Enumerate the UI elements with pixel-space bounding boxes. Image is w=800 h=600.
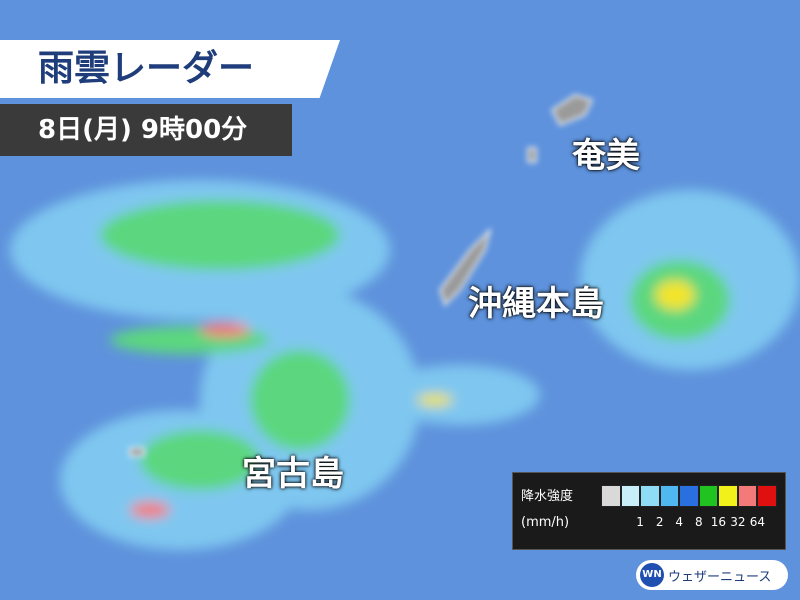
legend-tick: 1 xyxy=(636,515,644,529)
legend-tick: 16 xyxy=(710,515,726,529)
legend: 降水強度 (mm/h) 1 2 4 8 16 32 64 xyxy=(512,472,786,550)
brand: WN ウェザーニュース xyxy=(636,560,788,590)
place-label: 奄美 xyxy=(572,136,640,176)
legend-swatch xyxy=(640,485,660,507)
rain-area xyxy=(10,180,800,550)
brand-name: ウェザーニュース xyxy=(668,569,772,585)
place-label: 沖縄本島 xyxy=(468,284,604,324)
title: 雨雲レーダー xyxy=(0,40,340,98)
legend-tick: 8 xyxy=(694,515,703,529)
legend-swatch xyxy=(757,485,777,507)
legend-swatch xyxy=(737,485,758,507)
legend-swatch xyxy=(718,485,738,507)
legend-unit: (mm/h) xyxy=(521,515,570,530)
place-label: 宮古島 xyxy=(242,454,344,494)
legend-tick: 4 xyxy=(675,515,684,529)
legend-ticks: 1 2 4 8 16 32 64 xyxy=(601,515,777,531)
legend-tick: 64 xyxy=(749,515,766,529)
legend-swatch xyxy=(659,485,680,507)
legend-swatch xyxy=(679,485,699,507)
legend-swatch xyxy=(601,485,621,507)
legend-tick: 32 xyxy=(730,515,746,529)
legend-swatch xyxy=(698,485,719,507)
legend-swatch xyxy=(620,485,641,507)
legend-scale xyxy=(601,485,777,507)
timestamp: 8日(月) 9時00分 xyxy=(0,104,292,156)
legend-title: 降水強度 xyxy=(521,489,574,504)
logo: WN xyxy=(640,563,664,587)
legend-tick: 2 xyxy=(655,515,664,529)
islands xyxy=(129,94,594,457)
